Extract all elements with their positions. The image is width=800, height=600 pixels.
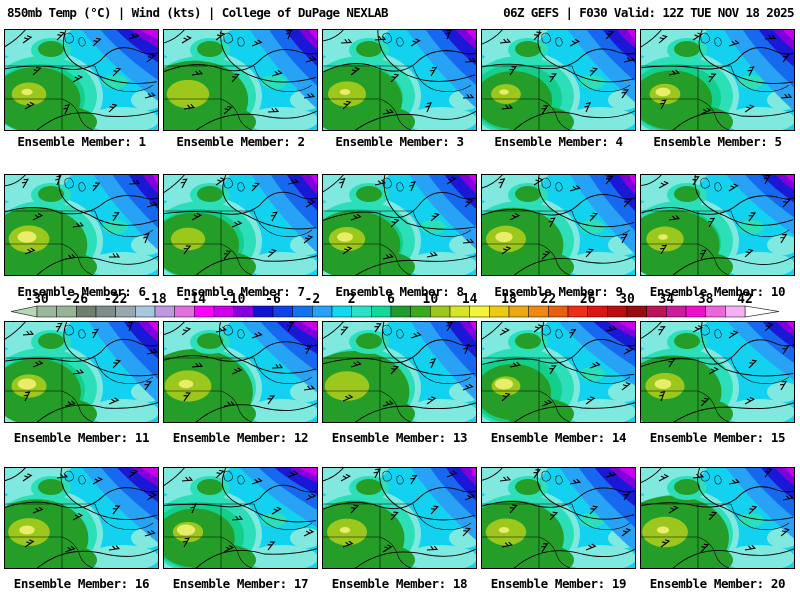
ensemble-panel-5 (640, 29, 795, 131)
svg-text:-22: -22 (104, 292, 127, 307)
colorbar-right-arrow (744, 305, 780, 318)
panel-caption-20: Ensemble Member: 20 (649, 576, 786, 591)
svg-text:-6: -6 (265, 292, 281, 307)
colorbar-svg: -30 -26 -22 -18 -14 -10 -6 -2 2 6 10 14 18 22 26 30 34 38… (10, 292, 780, 318)
member-map (482, 468, 635, 568)
temperature-colorbar: -30 -26 -22 -18 -14 -10 -6 -2 2 6 10 14 18 22 26 30 34 38… (0, 292, 800, 322)
member-map (482, 30, 635, 130)
svg-text:38: 38 (698, 292, 714, 307)
svg-text:34: 34 (659, 292, 675, 307)
member-map (482, 322, 635, 422)
panel-caption-15: Ensemble Member: 15 (649, 430, 786, 445)
member-map (641, 322, 794, 422)
panel-caption-8: Ensemble Member: 8 (335, 284, 464, 299)
ensemble-panel-13 (322, 321, 477, 423)
run-valid-time: 06Z GEFS | F030 Valid: 12Z TUE NOV 18 20… (503, 5, 794, 20)
member-map (641, 30, 794, 130)
ensemble-panel-2 (163, 29, 318, 131)
member-map (164, 468, 317, 568)
member-map (323, 175, 476, 275)
panel-caption-4: Ensemble Member: 4 (494, 134, 623, 149)
ensemble-panel-4 (481, 29, 636, 131)
svg-text:42: 42 (737, 292, 753, 307)
svg-text:-14: -14 (183, 292, 207, 307)
member-map (164, 175, 317, 275)
ensemble-panel-1 (4, 29, 159, 131)
svg-text:-30: -30 (25, 292, 49, 307)
member-map (164, 30, 317, 130)
ensemble-panel-11 (4, 321, 159, 423)
member-map (641, 175, 794, 275)
panel-caption-14: Ensemble Member: 14 (490, 430, 627, 445)
ensemble-panel-18 (322, 467, 477, 569)
member-map (5, 322, 158, 422)
svg-text:18: 18 (501, 292, 517, 307)
ensemble-panel-6 (4, 174, 159, 276)
member-map (482, 175, 635, 275)
ensemble-panel-3 (322, 29, 477, 131)
panel-caption-16: Ensemble Member: 16 (13, 576, 150, 591)
ensemble-panel-17 (163, 467, 318, 569)
panel-caption-13: Ensemble Member: 13 (331, 430, 468, 445)
ensemble-panel-15 (640, 321, 795, 423)
ensemble-panel-10 (640, 174, 795, 276)
ensemble-panel-8 (322, 174, 477, 276)
svg-text:-18: -18 (143, 292, 167, 307)
panel-caption-7: Ensemble Member: 7 (176, 284, 305, 299)
ensemble-panel-16 (4, 467, 159, 569)
panel-caption-9: Ensemble Member: 9 (494, 284, 623, 299)
ensemble-panel-19 (481, 467, 636, 569)
svg-text:-10: -10 (222, 292, 246, 307)
panel-caption-12: Ensemble Member: 12 (172, 430, 309, 445)
svg-text:10: 10 (423, 292, 439, 307)
svg-text:-2: -2 (305, 292, 321, 307)
svg-text:22: 22 (541, 292, 557, 307)
panel-caption-10: Ensemble Member: 10 (649, 284, 786, 299)
ensemble-panel-20 (640, 467, 795, 569)
svg-text:26: 26 (580, 292, 596, 307)
panel-caption-5: Ensemble Member: 5 (653, 134, 782, 149)
member-map (323, 30, 476, 130)
panel-caption-11: Ensemble Member: 11 (13, 430, 150, 445)
member-map (323, 322, 476, 422)
member-map (164, 322, 317, 422)
svg-text:2: 2 (348, 292, 356, 307)
panel-caption-17: Ensemble Member: 17 (172, 576, 309, 591)
member-map (5, 468, 158, 568)
panel-caption-18: Ensemble Member: 18 (331, 576, 468, 591)
panel-caption-19: Ensemble Member: 19 (490, 576, 627, 591)
panel-caption-1: Ensemble Member: 1 (17, 134, 146, 149)
panel-caption-3: Ensemble Member: 3 (335, 134, 464, 149)
colorbar-left-arrow (10, 305, 38, 318)
ensemble-panel-12 (163, 321, 318, 423)
svg-text:30: 30 (619, 292, 635, 307)
ensemble-panel-9 (481, 174, 636, 276)
member-map (641, 468, 794, 568)
ensemble-panel-14 (481, 321, 636, 423)
panel-caption-2: Ensemble Member: 2 (176, 134, 305, 149)
member-map (5, 175, 158, 275)
member-map (323, 468, 476, 568)
product-title: 850mb Temp (°C) | Wind (kts) | College o… (7, 5, 389, 20)
ensemble-panel-7 (163, 174, 318, 276)
member-map (5, 30, 158, 130)
svg-text:14: 14 (462, 292, 478, 307)
svg-text:-26: -26 (65, 292, 89, 307)
panel-caption-6: Ensemble Member: 6 (17, 284, 146, 299)
svg-text:6: 6 (387, 292, 395, 307)
